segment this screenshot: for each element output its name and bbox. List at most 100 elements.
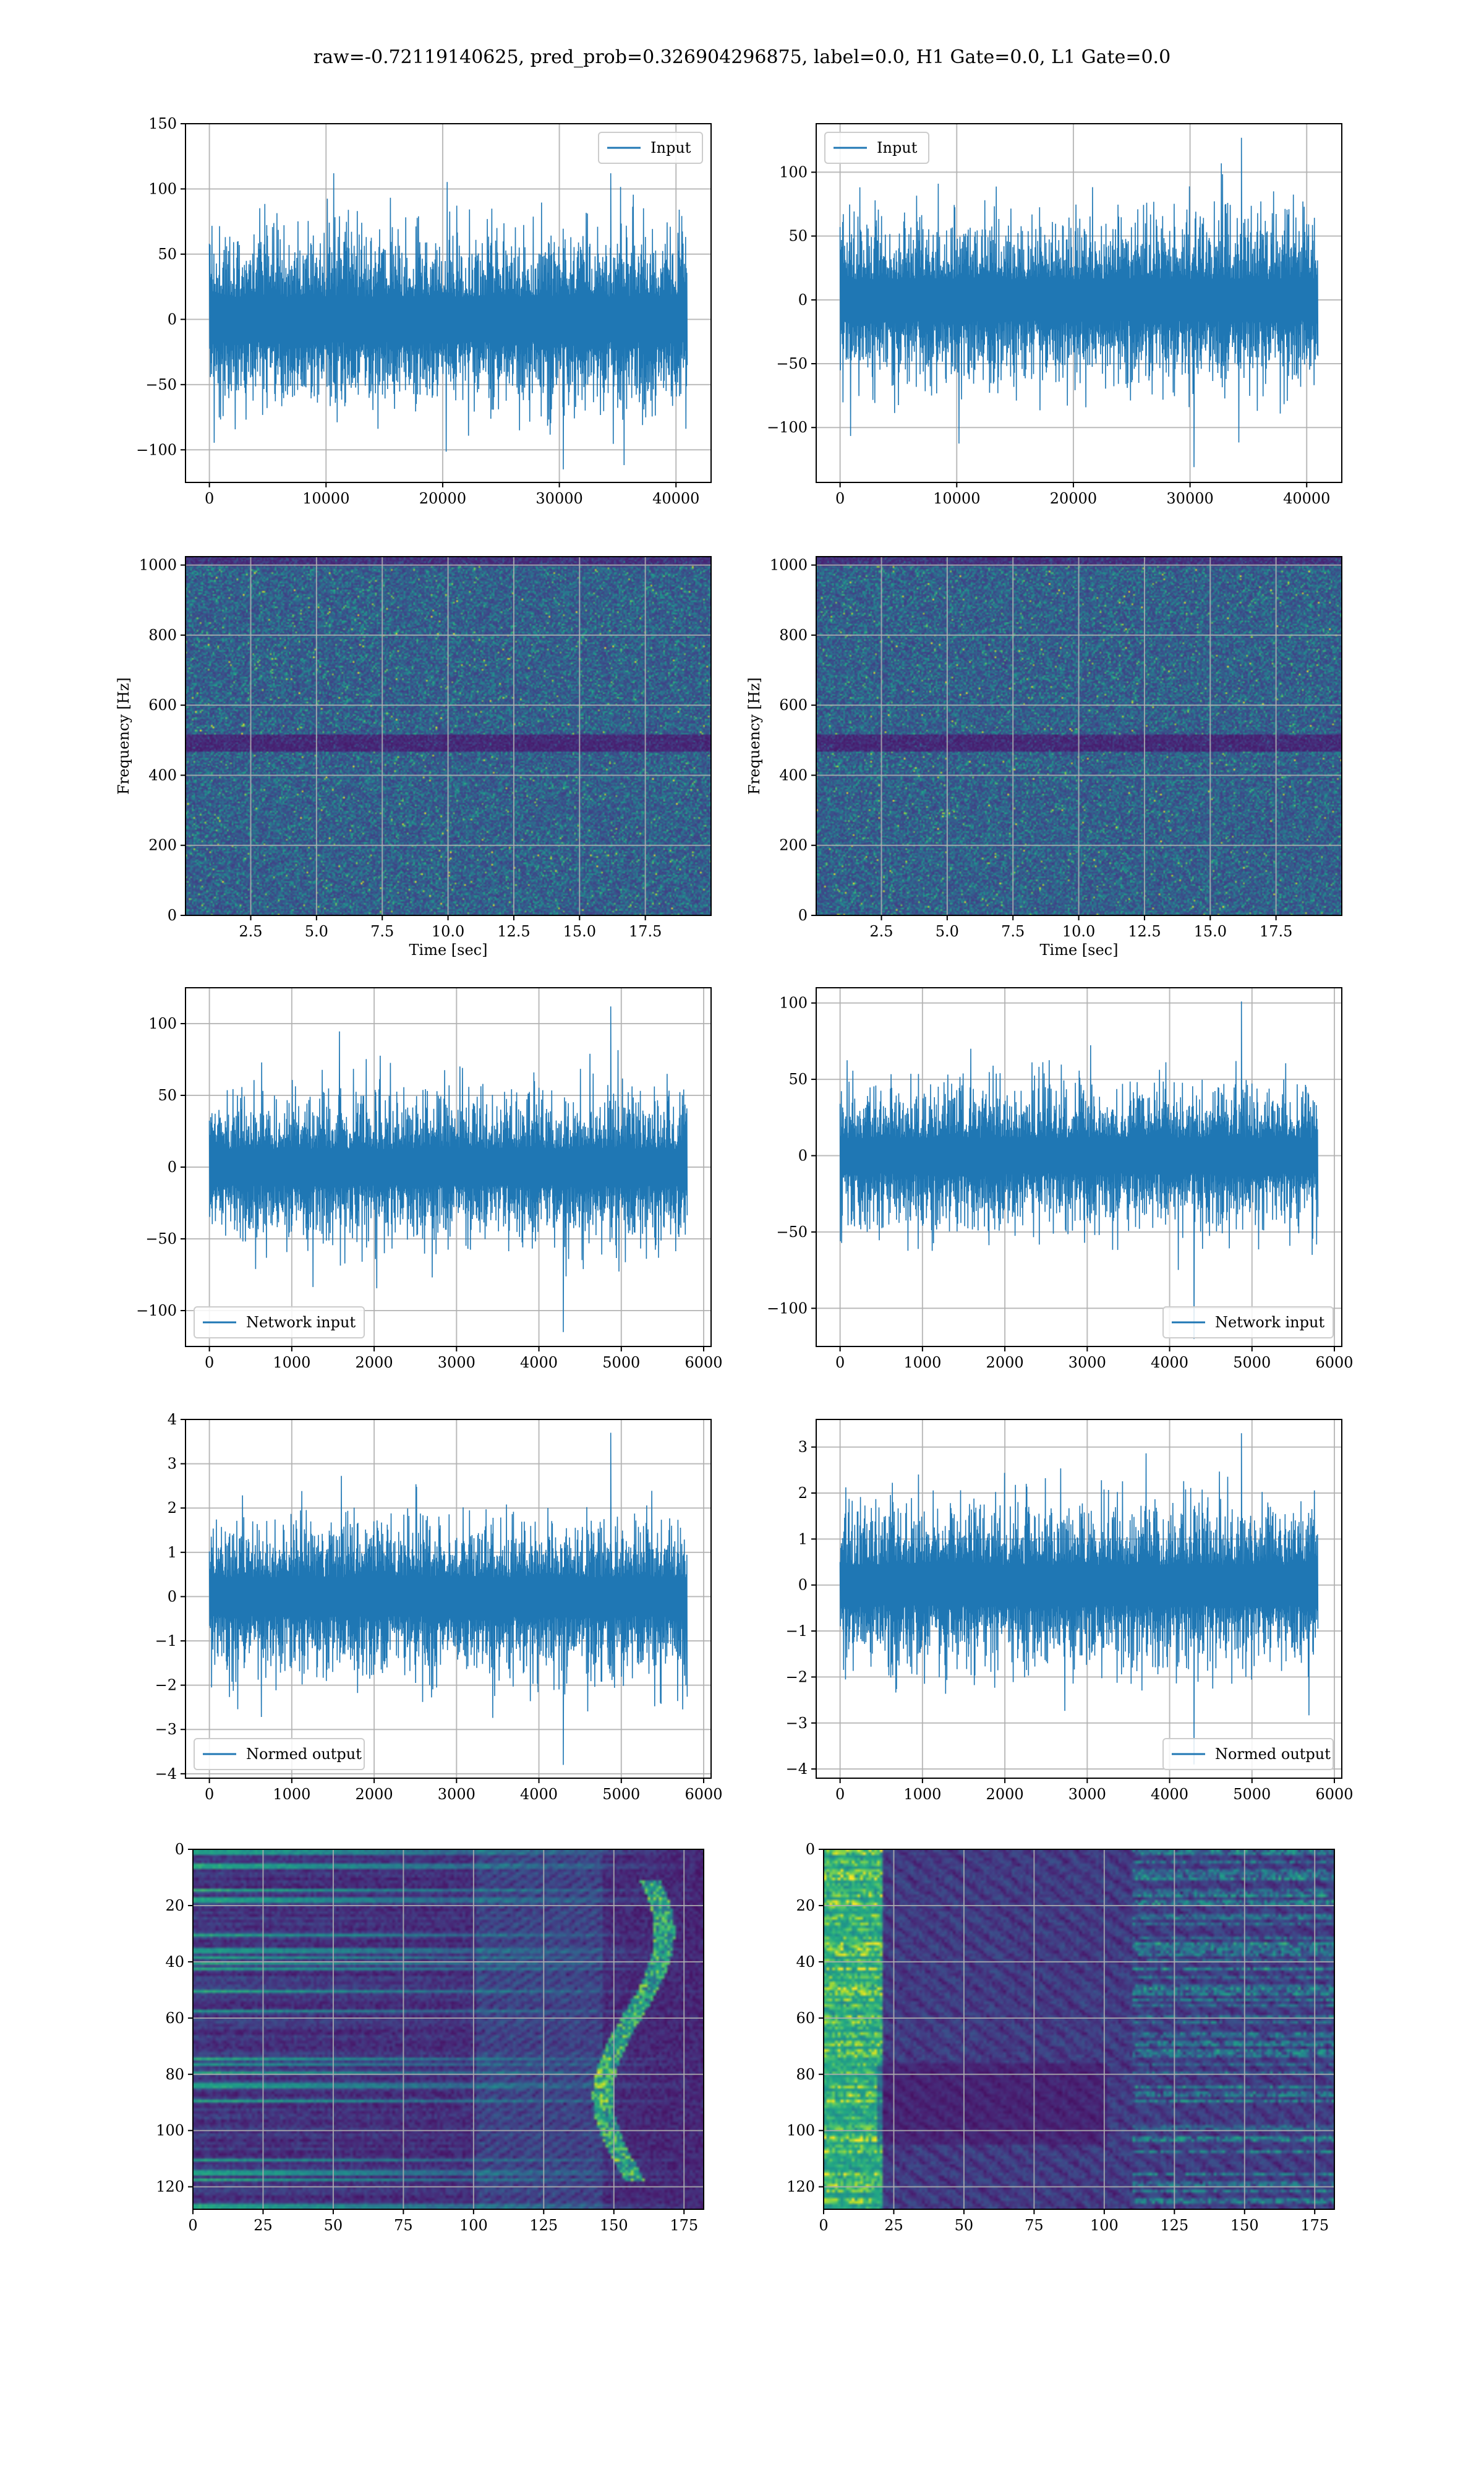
y-tick-label: 600 (779, 696, 808, 714)
y-tick-label: 4 (168, 1411, 177, 1428)
x-tick-label: 0 (205, 490, 214, 507)
x-tick-label: 0 (819, 2217, 828, 2234)
grid (823, 1849, 1334, 2209)
x-tick-label: 0 (205, 1354, 214, 1371)
x-axis-label: Time [sec] (409, 941, 488, 959)
x-tick-label: 0 (835, 490, 845, 507)
y-tick-label: 20 (796, 1897, 815, 1914)
y-tick-label: 100 (779, 163, 808, 181)
x-tick-label: 6000 (684, 1786, 722, 1803)
panel-row3-right: 0 1000 2000 3000 4000 5000 6000 −100 −50 0 50 100 Ne… (767, 987, 1354, 1371)
x-tick-label: 6000 (1315, 1786, 1353, 1803)
y-tick-label: −4 (155, 1765, 177, 1783)
y-tick-label: 600 (148, 696, 177, 714)
y-tick-label: 200 (148, 837, 177, 854)
y-tick-label: −100 (136, 1302, 177, 1319)
y-tick-label: 0 (168, 907, 177, 924)
x-tick-label: 3000 (1068, 1354, 1106, 1371)
y-axis-label: Frequency [Hz] (746, 677, 763, 795)
panel-row5-right: 0 25 50 75 100 125 150 175 0 20 40 60 80 100 120 (787, 1841, 1335, 2234)
legend-box (1162, 1306, 1334, 1338)
x-tick-label: 100 (1090, 2217, 1119, 2234)
x-tick-label: 17.5 (1260, 923, 1292, 940)
x-tick-label: 1000 (903, 1786, 941, 1803)
x-tick-label: 75 (394, 2217, 413, 2234)
legend: Normed output (1162, 1738, 1334, 1770)
x-tick-label: 125 (1160, 2217, 1188, 2234)
y-tick-label: 800 (148, 627, 177, 644)
legend-label: Network input (1215, 1314, 1324, 1331)
series-line (839, 1433, 1319, 1765)
y-tick-label: 0 (168, 310, 177, 328)
axes-frame (192, 1849, 704, 2210)
legend: Normed output (194, 1738, 365, 1770)
y-tick-label: 20 (165, 1897, 184, 1914)
y-tick-label: 0 (798, 1147, 808, 1164)
axes-frame (816, 123, 1342, 483)
y-tick-label: 40 (165, 1953, 184, 1971)
x-tick-label: 4000 (520, 1786, 558, 1803)
y-tick-label: 60 (796, 2010, 815, 2027)
legend-box (194, 1306, 365, 1338)
y-tick-label: −100 (767, 419, 808, 436)
x-tick-label: 15.0 (1194, 923, 1227, 940)
panel-row4-left: 0 1000 2000 3000 4000 5000 6000 −4 −3 −2 −1 0 1 2 3 4 No… (155, 1411, 723, 1803)
legend-label: Network input (246, 1314, 356, 1331)
legend: Network input (194, 1306, 365, 1338)
x-tick-label: 1000 (903, 1354, 941, 1371)
y-tick-label: 0 (798, 1577, 808, 1594)
y-tick-label: −3 (155, 1721, 177, 1738)
x-tick-label: 5000 (602, 1786, 640, 1803)
series-line (208, 1006, 688, 1332)
y-tick-label: 400 (779, 766, 808, 784)
x-tick-label: 4000 (1151, 1786, 1188, 1803)
legend: Network input (1162, 1306, 1334, 1338)
x-tick-label: 7.5 (370, 923, 394, 940)
x-tick-label: 5.0 (305, 923, 328, 940)
y-tick-label: 1000 (139, 557, 177, 574)
x-tick-label: 0 (205, 1786, 214, 1803)
x-tick-label: 5000 (1233, 1354, 1271, 1371)
legend-label: Input (650, 139, 691, 156)
y-tick-label: 0 (168, 1588, 177, 1605)
panel-row1-left: 0 10000 20000 30000 40000 −100 −50 0 50 100 150 Inp… (136, 115, 712, 507)
x-tick-label: 175 (1300, 2217, 1329, 2234)
y-tick-label: 100 (148, 1015, 177, 1032)
y-tick-label: 100 (148, 180, 177, 197)
y-tick-label: −1 (155, 1632, 177, 1650)
panel-row1-right: 0 10000 20000 30000 40000 −100 −50 0 50 100 Input (767, 123, 1342, 507)
y-tick-label: 1 (168, 1544, 177, 1561)
x-tick-label: 150 (600, 2217, 628, 2234)
x-tick-label: 25 (254, 2217, 273, 2234)
y-tick-label: 3 (798, 1439, 808, 1456)
y-tick-label: 0 (798, 291, 808, 309)
x-tick-label: 5.0 (936, 923, 959, 940)
y-tick-label: 0 (168, 1158, 177, 1176)
series-line (208, 173, 688, 469)
x-tick-label: 150 (1230, 2217, 1259, 2234)
x-tick-label: 4000 (1151, 1354, 1188, 1371)
x-tick-label: 2000 (986, 1354, 1024, 1371)
x-tick-label: 2000 (356, 1354, 393, 1371)
x-tick-label: 20000 (419, 490, 466, 507)
y-tick-label: 40 (796, 1953, 815, 1971)
panels: 0 10000 20000 30000 40000−100−50050100150Inp… (115, 115, 1354, 2234)
x-tick-label: 125 (529, 2217, 558, 2234)
legend: Input (598, 132, 703, 164)
legend-box (824, 132, 929, 164)
y-tick-label: 2 (798, 1484, 808, 1502)
x-tick-label: 25 (884, 2217, 903, 2234)
y-tick-label: 0 (806, 1841, 815, 1858)
x-tick-label: 40000 (652, 490, 699, 507)
x-tick-label: 100 (459, 2217, 488, 2234)
x-tick-label: 40000 (1283, 490, 1330, 507)
axes-frame (816, 1419, 1342, 1779)
y-tick-label: −50 (145, 376, 177, 393)
y-tick-label: −2 (155, 1677, 177, 1694)
x-tick-label: 0 (835, 1354, 845, 1371)
y-tick-label: 80 (165, 2066, 184, 2083)
panel-row2-right: 2.5 5.0 7.5 10.0 12.5 15.0 17.5 0 200 400 600 800 10… (746, 556, 1342, 959)
x-tick-label: 10000 (933, 490, 980, 507)
y-tick-label: 3 (168, 1455, 177, 1473)
x-tick-label: 50 (955, 2217, 974, 2234)
